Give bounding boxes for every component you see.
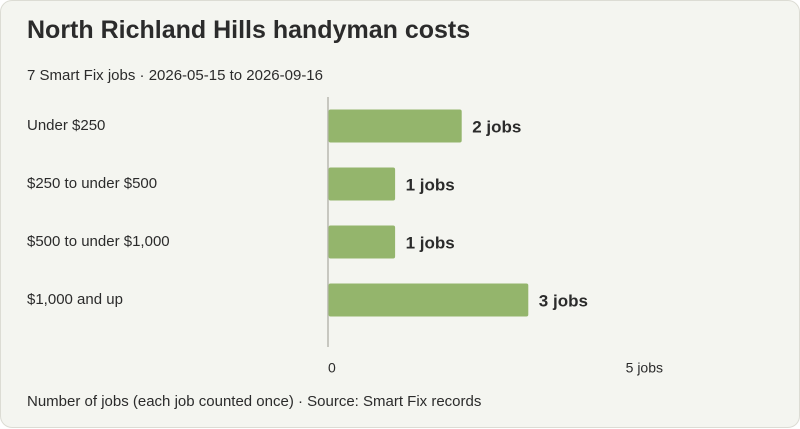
category-label: $500 to under $1,000: [27, 233, 170, 250]
bar: [328, 109, 462, 143]
chart-title: North Richland Hills handyman costs: [27, 16, 471, 44]
bar-value-label: 3 jobs: [539, 291, 588, 310]
chart-subtitle: 7 Smart Fix jobs · 2026-05-15 to 2026-09…: [27, 67, 323, 84]
category-label: $250 to under $500: [27, 175, 157, 192]
category-label: Under $250: [27, 117, 105, 134]
bar-value-label: 1 jobs: [406, 233, 455, 252]
bar-value-label: 2 jobs: [472, 117, 521, 136]
chart-footnote: Number of jobs (each job counted once) ·…: [27, 393, 482, 410]
bar: [328, 167, 396, 201]
category-label: $1,000 and up: [27, 291, 123, 308]
bar: [328, 283, 529, 317]
bar: [328, 225, 396, 259]
bar-value-label: 1 jobs: [406, 175, 455, 194]
x-tick-label: 0: [328, 360, 336, 376]
x-tick-label: 5 jobs: [626, 360, 663, 376]
